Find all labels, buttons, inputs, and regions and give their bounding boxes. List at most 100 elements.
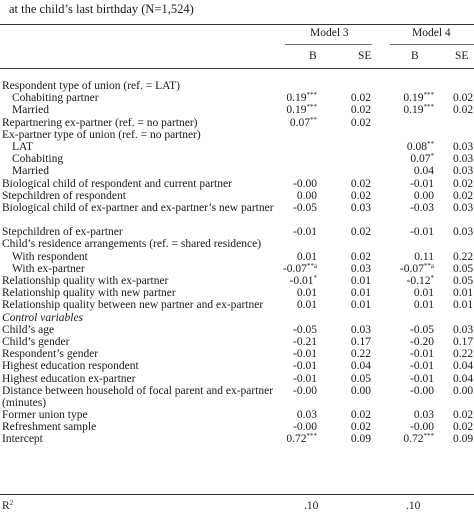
- table-row: Relationship quality with ex-partner -0.0…: [0, 274, 474, 288]
- model4-b-cell: 0.01: [413, 299, 434, 312]
- significance-mark: *: [313, 274, 318, 283]
- model3-se-cell: 0.00: [350, 384, 371, 397]
- significance-mark: ***: [423, 91, 435, 100]
- significance-mark: ***: [306, 432, 318, 441]
- col-header-se-m4: SE: [455, 50, 469, 62]
- model4-b-cell: 0.04: [413, 165, 434, 178]
- row-label: Married: [12, 104, 50, 117]
- significance-mark: **: [427, 139, 434, 148]
- table-row: Married 0.19*** 0.02 0.19*** 0.02: [0, 103, 474, 117]
- table-caption: at the child’s last birthday (N=1,524): [9, 2, 194, 16]
- row-label: Ex-partner type of union (ref. = no part…: [2, 128, 201, 141]
- row-label: Married: [12, 165, 50, 178]
- row-label: Repartnering ex-partner (ref. = no partn…: [2, 116, 198, 129]
- model4-se-cell: 0.09: [453, 433, 474, 446]
- model4-b-cell: -0.01: [410, 348, 434, 361]
- model4-se-cell: 0.05: [453, 262, 474, 275]
- bottom-rule: [0, 494, 474, 495]
- model3-b-cell: 0.19***: [286, 103, 318, 117]
- model3-se-cell: 0.17: [350, 335, 371, 348]
- model3-se-cell: 0.02: [350, 104, 371, 117]
- model4-b-cell: -0.00: [410, 384, 434, 397]
- model4-se-cell: 0.03: [453, 153, 474, 166]
- r2-label: R2: [2, 499, 14, 513]
- row-label: Intercept: [2, 433, 43, 446]
- table-row: Child’s gender -0.21 0.17 -0.20 0.17: [0, 336, 474, 348]
- r2-model4: .10: [406, 500, 421, 512]
- model3-se-cell: 0.02: [350, 92, 371, 105]
- table-body: Respondent type of union (ref. = LAT) Coh…: [0, 80, 474, 446]
- model3-b-cell: -0.07**a: [282, 261, 317, 275]
- table-row: Control variables: [0, 312, 474, 324]
- row-label: Respondent’s gender: [2, 348, 99, 361]
- table-row: Relationship quality with new partner 0.0…: [0, 287, 474, 299]
- model4-b-cell: -0.07**a: [399, 261, 434, 275]
- model3-b-cell: -0.05: [293, 323, 317, 336]
- row-label: Relationship quality with new partner: [2, 287, 176, 300]
- table-row: With ex-partner -0.07**a 0.03 -0.07**a 0.05: [0, 261, 474, 275]
- model4-se-cell: 0.01: [453, 299, 474, 312]
- model4-b-cell: 0.03: [413, 409, 434, 422]
- model3-b-cell: 0.01: [296, 299, 317, 312]
- table-row: Cohabiting partner 0.19*** 0.02 0.19*** 0.02: [0, 91, 474, 105]
- top-rule: [0, 24, 474, 25]
- model3-b-cell: -0.05: [293, 201, 317, 214]
- model4-b-cell: -0.20: [410, 335, 434, 348]
- model4-b-cell: 0.01: [413, 287, 434, 300]
- model3-se-cell: 0.03: [350, 201, 371, 214]
- row-label: LAT: [12, 140, 34, 153]
- row-label: With ex-partner: [12, 262, 85, 275]
- row-label: Relationship quality between new partner…: [2, 299, 264, 312]
- model3-se-cell: 0.02: [350, 177, 371, 190]
- r2-model3: .10: [304, 500, 319, 512]
- table-row: Intercept 0.72*** 0.09 0.72*** 0.09: [0, 432, 474, 446]
- model4-b-cell: -0.12*: [406, 274, 434, 288]
- row-label: Former union type: [2, 409, 88, 422]
- model4-se-cell: 0.04: [453, 360, 474, 373]
- model3-se-cell: 0.02: [350, 421, 371, 434]
- model3-se-cell: 0.02: [350, 116, 371, 129]
- model3-b-cell: 0.01: [296, 287, 317, 300]
- model3-b-cell: 0.72***: [286, 432, 318, 446]
- model3-b-cell: -0.00: [293, 177, 317, 190]
- model3-rule: [285, 44, 372, 45]
- table-row: Respondent type of union (ref. = LAT): [0, 80, 474, 92]
- significance-mark: *: [430, 152, 435, 161]
- model4-b-cell: -0.01: [410, 226, 434, 239]
- model4-b-cell: 0.11: [414, 250, 434, 263]
- significance-mark: ***: [423, 432, 435, 441]
- row-label: Stepchildren of ex-partner: [2, 226, 123, 239]
- table-row: Distance between household of focal pare…: [0, 385, 474, 409]
- model4-se-cell: 0.03: [453, 226, 474, 239]
- model4-se-cell: 0.02: [453, 104, 474, 117]
- model4-b-cell: -0.01: [410, 360, 434, 373]
- table-row: Stepchildren of respondent 0.00 0.02 0.00 0.…: [0, 190, 474, 202]
- model4-b-cell: 0.19***: [403, 103, 434, 117]
- row-label: Refreshment sample: [2, 421, 97, 434]
- col-header-se-m3: SE: [358, 50, 372, 62]
- model3-se-cell: 0.02: [350, 250, 371, 263]
- table-row: Married 0.04 0.03: [0, 165, 474, 177]
- model3-se-cell: 0.02: [350, 409, 371, 422]
- significance-mark: ***: [306, 91, 318, 100]
- model3-b-cell: -0.00: [293, 384, 317, 397]
- model4-se-cell: 0.02: [453, 421, 474, 434]
- significance-mark: ***: [306, 103, 318, 112]
- model4-se-cell: 0.03: [453, 323, 474, 336]
- table-row: Child’s residence arrangements (ref. = s…: [0, 238, 474, 250]
- model4-se-cell: 0.22: [453, 348, 474, 361]
- table-row: Respondent’s gender -0.01 0.22 -0.01 0.22: [0, 348, 474, 360]
- model3-se-cell: 0.05: [350, 372, 371, 385]
- model4-se-cell: 0.03: [453, 140, 474, 153]
- row-label: Distance between household of focal pare…: [2, 384, 274, 409]
- row-label: Cohabiting: [12, 153, 64, 166]
- significance-mark: **a: [423, 261, 434, 270]
- table-row: Highest education respondent -0.01 0.04 -0.…: [0, 360, 474, 372]
- table-row: Refreshment sample -0.00 0.02 -0.00 0.02: [0, 421, 474, 433]
- model4-rule: [390, 44, 474, 45]
- model3-se-cell: 0.03: [350, 262, 371, 275]
- model3-se-cell: 0.02: [350, 226, 371, 239]
- model4-b-cell: -0.05: [410, 323, 434, 336]
- model4-b-cell: -0.01: [410, 372, 434, 385]
- model4-b-cell: -0.01: [410, 177, 434, 190]
